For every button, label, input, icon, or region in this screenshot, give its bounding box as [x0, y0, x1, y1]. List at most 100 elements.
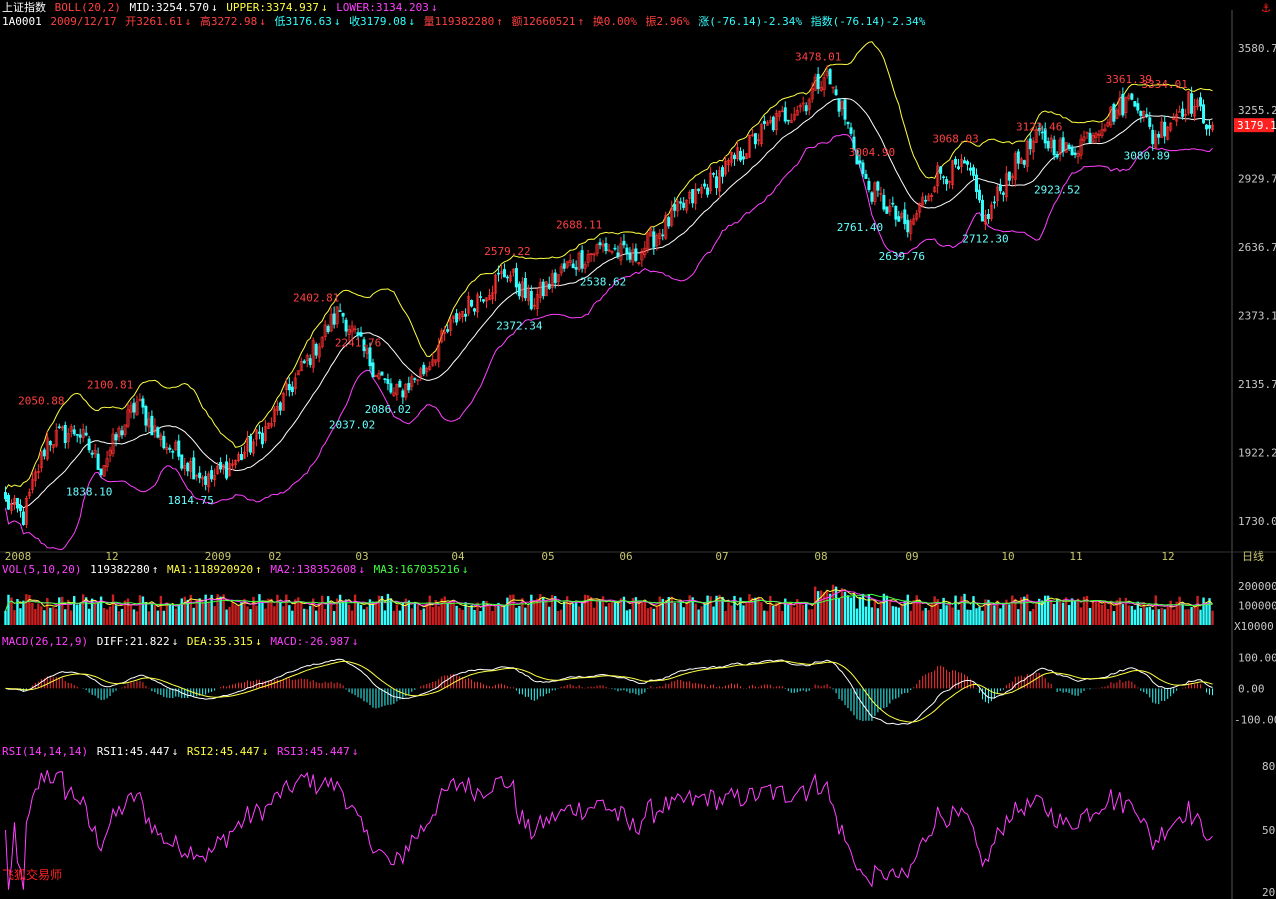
- volume-bar: [909, 610, 912, 625]
- volume-bar: [117, 611, 121, 625]
- volume-bar: [350, 610, 354, 625]
- volume-bar: [309, 605, 312, 625]
- price-annotation: 3080.89: [1124, 150, 1170, 163]
- date-tick-label: 05: [541, 550, 554, 563]
- candle-body: [505, 276, 509, 279]
- volume-bar: [619, 598, 623, 625]
- volume-bar: [61, 596, 64, 625]
- volume-bar: [455, 605, 458, 625]
- price-annotation: 2050.88: [18, 394, 64, 407]
- candle-body: [1004, 173, 1008, 198]
- volume-bar: [1094, 601, 1098, 625]
- volume-bar: [404, 598, 408, 625]
- volume-bar: [748, 594, 751, 625]
- volume-bar: [688, 595, 691, 625]
- volume-bar: [96, 602, 100, 625]
- volume-bar: [936, 599, 939, 625]
- candle-body: [640, 250, 644, 261]
- volume-bar: [494, 606, 497, 625]
- boll-mid-line: [5, 97, 1213, 509]
- volume-bar: [545, 600, 548, 625]
- volume-bar: [882, 593, 886, 625]
- candle-body: [735, 147, 739, 159]
- volume-bar: [718, 594, 721, 625]
- volume-bar: [365, 606, 369, 625]
- candle-body: [1001, 192, 1005, 195]
- candle-body: [688, 192, 692, 199]
- volume-bar: [276, 594, 279, 625]
- rsi-label: RSI(14,14,14): [2, 745, 89, 758]
- candle-body: [260, 432, 264, 445]
- volume-bar: [28, 594, 31, 625]
- volume-bar: [562, 601, 566, 625]
- candle-body: [870, 192, 874, 202]
- candle-body: [266, 422, 270, 429]
- candle-body: [634, 248, 638, 261]
- candle-body: [102, 465, 106, 477]
- volume-bar: [828, 593, 832, 625]
- candle-body: [992, 201, 996, 204]
- volume-bar: [437, 606, 440, 625]
- volume-bar: [1166, 606, 1169, 625]
- volume-bar: [25, 594, 28, 625]
- volume-bar: [1205, 603, 1208, 625]
- candle-body: [1025, 140, 1029, 167]
- volume-bar: [1112, 611, 1116, 625]
- candle-body: [485, 297, 489, 302]
- volume-bar: [452, 601, 455, 625]
- price-tick-label: 3580.7: [1238, 42, 1276, 55]
- candle-body: [840, 101, 844, 110]
- candle-body: [1016, 151, 1020, 164]
- volume-bar: [757, 596, 760, 625]
- volume-bar: [730, 605, 733, 625]
- volume-bar: [524, 607, 527, 625]
- price-annotation: 2688.11: [556, 218, 602, 231]
- volume-bar: [813, 586, 817, 625]
- volume-bar: [195, 599, 198, 625]
- candle-body: [595, 244, 599, 254]
- candle-body: [691, 189, 695, 204]
- high-price: 高3272.98: [199, 15, 258, 28]
- candle-body: [1079, 138, 1083, 156]
- candle-body: [42, 449, 46, 457]
- candle-body: [986, 213, 990, 219]
- volume-bar: [270, 598, 273, 625]
- volume-bar: [1154, 595, 1157, 625]
- price-annotation: 2241.76: [335, 336, 381, 349]
- amount: 额12660521: [511, 15, 576, 28]
- candle-body: [254, 429, 258, 440]
- price-tick-label: 2636.7: [1238, 241, 1276, 254]
- volume-bar: [1169, 600, 1172, 625]
- volume-bar: [114, 605, 118, 625]
- volume-bar: [413, 601, 417, 625]
- volume-bar: [631, 598, 635, 625]
- volume-bar: [303, 608, 306, 625]
- volume-bar: [434, 599, 437, 625]
- candle-body: [272, 408, 276, 423]
- candle-body: [706, 187, 710, 195]
- down-arrow-icon: ↓: [461, 563, 469, 576]
- vol-ma3: MA3:167035216: [373, 563, 460, 576]
- candle-body: [541, 281, 545, 297]
- candle-body: [275, 406, 279, 411]
- volume-bar: [261, 600, 264, 625]
- candle-body: [287, 384, 291, 391]
- volume-bar: [804, 602, 808, 625]
- volume-bar: [993, 605, 996, 625]
- volume-bar: [733, 595, 736, 625]
- candle-body: [1187, 91, 1191, 114]
- candle-body: [1103, 128, 1107, 131]
- candle-body: [1013, 153, 1017, 180]
- rsi-tick-label: 20: [1262, 886, 1275, 899]
- volume-bar: [482, 600, 485, 625]
- candle-body: [281, 393, 285, 411]
- volume-bar: [1088, 607, 1092, 625]
- candle-body: [712, 173, 716, 175]
- volume-bar: [288, 605, 291, 625]
- volume-bar: [999, 608, 1002, 625]
- candle-body: [470, 300, 474, 307]
- candle-body: [900, 213, 904, 218]
- candle-body: [156, 427, 160, 438]
- candle-body: [126, 409, 130, 427]
